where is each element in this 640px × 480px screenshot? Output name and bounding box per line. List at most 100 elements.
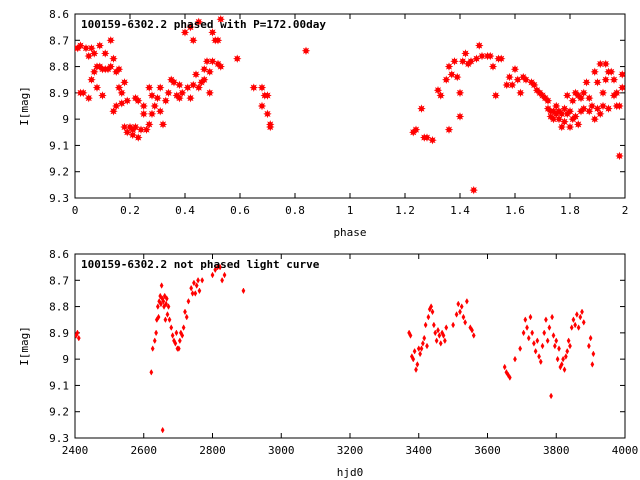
data-point bbox=[574, 120, 583, 129]
data-point bbox=[180, 332, 185, 339]
data-point bbox=[552, 342, 557, 350]
data-point bbox=[508, 80, 517, 90]
y-axis-label: I[mag] bbox=[18, 326, 31, 366]
data-point bbox=[526, 334, 531, 342]
data-point bbox=[75, 329, 80, 337]
data-point bbox=[497, 54, 506, 63]
data-point bbox=[604, 104, 613, 113]
x-tick-label: 1 bbox=[347, 204, 354, 217]
data-point bbox=[120, 78, 129, 87]
data-point bbox=[433, 329, 438, 337]
data-point bbox=[174, 329, 179, 337]
data-point bbox=[566, 337, 571, 345]
data-point bbox=[84, 51, 93, 61]
y-tick-label: 9.3 bbox=[49, 192, 69, 205]
data-point bbox=[81, 43, 91, 53]
data-point bbox=[431, 321, 436, 329]
data-point bbox=[175, 80, 184, 90]
data-point bbox=[177, 337, 182, 345]
data-point bbox=[120, 122, 129, 132]
data-point bbox=[186, 298, 191, 305]
data-point bbox=[165, 311, 170, 318]
data-point bbox=[547, 324, 552, 331]
data-point bbox=[114, 83, 124, 92]
data-point bbox=[216, 62, 225, 71]
data-point bbox=[156, 107, 165, 116]
x-tick-label: 3600 bbox=[474, 444, 501, 457]
data-point bbox=[257, 83, 267, 92]
data-points bbox=[75, 263, 596, 434]
data-point bbox=[557, 109, 566, 119]
data-point bbox=[196, 276, 200, 284]
data-point bbox=[513, 355, 517, 363]
data-point bbox=[149, 368, 154, 376]
data-point bbox=[455, 88, 465, 98]
data-point bbox=[471, 332, 476, 339]
data-point bbox=[557, 345, 561, 352]
data-point bbox=[101, 49, 110, 58]
data-point bbox=[565, 107, 575, 116]
data-point bbox=[156, 83, 165, 92]
data-point bbox=[411, 125, 421, 134]
data-point bbox=[159, 300, 163, 308]
data-point bbox=[154, 329, 159, 337]
y-tick-labels: 8.6 8.7 8.8 8.9 9 9.1 9.2 9.3 bbox=[49, 248, 69, 445]
data-point bbox=[535, 337, 540, 345]
data-point bbox=[537, 353, 541, 360]
data-point bbox=[197, 287, 202, 295]
data-point bbox=[491, 91, 500, 100]
data-point bbox=[178, 88, 187, 98]
data-point bbox=[587, 101, 597, 111]
data-point bbox=[263, 109, 272, 119]
data-point bbox=[438, 340, 443, 347]
data-point bbox=[160, 426, 165, 434]
data-point bbox=[590, 67, 599, 77]
y-tick-label: 8.9 bbox=[49, 327, 69, 340]
data-point bbox=[560, 104, 569, 113]
data-point bbox=[301, 46, 311, 56]
data-point bbox=[109, 107, 118, 116]
x-tick-label: 0.4 bbox=[175, 204, 195, 217]
data-point bbox=[106, 62, 115, 71]
data-point bbox=[530, 329, 535, 337]
data-point bbox=[417, 104, 426, 113]
data-point bbox=[543, 96, 553, 105]
x-tick-label: 1.6 bbox=[505, 204, 525, 217]
data-point bbox=[241, 287, 246, 295]
data-point bbox=[579, 104, 588, 113]
data-point bbox=[147, 91, 157, 100]
data-point bbox=[109, 54, 118, 63]
data-point bbox=[183, 308, 187, 316]
data-point bbox=[170, 332, 175, 339]
data-point bbox=[442, 75, 451, 84]
data-point bbox=[90, 49, 99, 58]
data-point bbox=[408, 332, 413, 339]
data-point bbox=[581, 319, 586, 326]
data-point bbox=[513, 75, 522, 84]
data-point bbox=[423, 321, 428, 329]
data-point bbox=[428, 135, 437, 145]
data-point bbox=[153, 93, 162, 103]
data-point bbox=[505, 72, 514, 82]
data-point bbox=[208, 28, 217, 37]
data-point bbox=[578, 313, 583, 321]
data-point bbox=[213, 36, 223, 45]
data-point bbox=[461, 49, 470, 58]
data-point bbox=[84, 93, 93, 103]
unphased-panel: 2400 2600 2800 3000 3200 3400 3600 3800 4000 8.6… bbox=[18, 248, 638, 479]
data-point bbox=[257, 101, 267, 111]
data-point bbox=[521, 75, 531, 84]
data-point bbox=[123, 96, 132, 105]
data-point bbox=[87, 43, 96, 53]
axis-ticks bbox=[74, 13, 626, 199]
data-point bbox=[208, 57, 217, 66]
x-tick-label: 1.2 bbox=[395, 204, 415, 217]
data-point bbox=[176, 345, 181, 352]
data-point bbox=[164, 300, 168, 308]
data-point bbox=[95, 41, 104, 50]
data-point bbox=[150, 345, 155, 352]
data-point bbox=[568, 96, 577, 105]
x-tick-label: 2800 bbox=[199, 444, 226, 457]
data-point bbox=[189, 36, 198, 45]
data-point bbox=[220, 276, 225, 284]
